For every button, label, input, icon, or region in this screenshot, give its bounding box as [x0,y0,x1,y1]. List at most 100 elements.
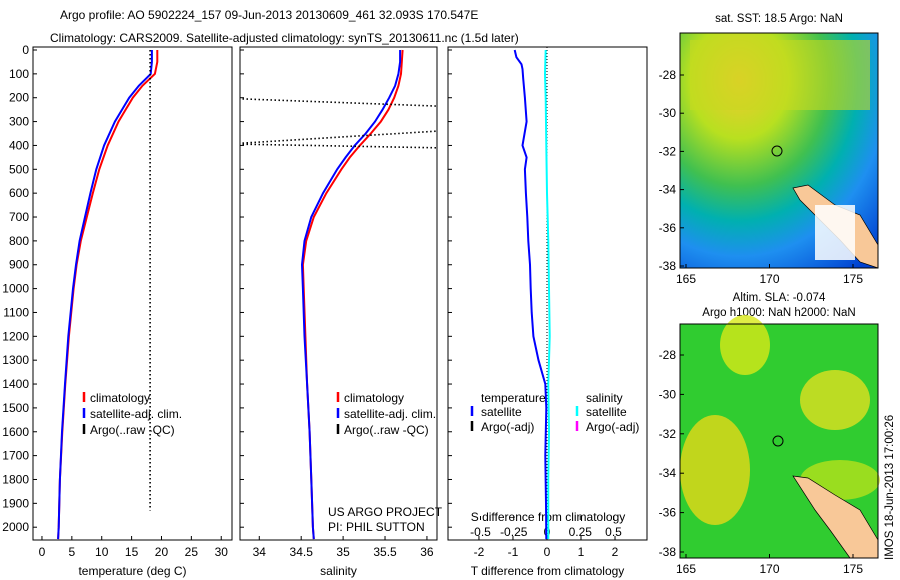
title-line-2: Climatology: CARS2009. Satellite-adjuste… [50,31,519,45]
s-tick-label: -0.5 [470,525,491,539]
y-tick-label: 300 [9,115,29,129]
legend-label: satellite [586,405,627,419]
annotation-text: US ARGO PROJECT [328,505,443,519]
y-tick-label: 500 [9,162,29,176]
x-tick-label: 1 [578,545,585,559]
y-tick-label: 200 [9,91,29,105]
y-tick-label: 100 [9,67,29,81]
x-tick-label: 0 [39,545,46,559]
legend-heading: temperature [481,391,546,405]
map-x-tick-label: 165 [676,562,696,576]
s-tick-label: -0.25 [500,525,528,539]
map-y-tick-label: -32 [659,427,677,441]
map-x-tick-label: 170 [759,562,779,576]
y-tick-label: 1800 [2,472,29,486]
x-tick-label: 25 [185,545,199,559]
map-x-tick-label: 170 [759,272,779,286]
map-y-tick-label: -32 [659,144,677,158]
legend-label: Argo(..raw -QC) [90,423,175,437]
difference-plot-area [447,46,648,541]
x-tick-label: 34.5 [290,545,314,559]
map-x-tick-label: 165 [676,272,696,286]
x-tick-label: -1 [508,545,519,559]
legend-label: climatology [90,391,150,405]
legend-label: satellite-adj. clim. [344,407,436,421]
y-tick-label: 900 [9,258,29,272]
series-argo-segment-2 [242,130,438,144]
series-satellite-adj-clim- [300,50,402,540]
series-argo-segment-1 [242,98,438,107]
x-tick-label: 2 [612,545,619,559]
x-tick-label: 35 [336,545,350,559]
map-frame [679,323,879,559]
x-tick-label: 34 [253,545,267,559]
sla-map-title-1: Altim. SLA: -0.074 [733,292,826,304]
y-tick-label: 600 [9,186,29,200]
x-tick-label: 20 [155,545,169,559]
panel-temperature: 0 5 10 15 20 25 30 temperature (deg C) 0 100 200 30… [2,43,233,578]
map-y-tick-label: -30 [659,106,677,120]
sla-high-1 [720,315,770,375]
x-tick-label: 35.5 [373,545,397,559]
map-y-tick-label: -38 [659,545,677,559]
map-frame [679,32,879,269]
y-tick-label: 800 [9,234,29,248]
y-tick-label: 1000 [2,282,29,296]
map-y-tick-label: -34 [659,466,677,480]
series-satellite-adj-clim- [57,50,153,540]
sst-missing-data [815,205,855,260]
map-y-tick-label: -34 [659,183,677,197]
x-tick-label: 15 [125,545,139,559]
sst-warm-band [690,40,870,110]
map-y-tick-label: -30 [659,387,677,401]
panel-salinity: 34 34.5 35 35.5 36 salinity climatology satelli… [239,46,443,578]
y-tick-label: 1700 [2,449,29,463]
series-argo-segment-3 [242,143,438,149]
sla-high-3 [680,415,750,525]
y-tick-label: 1600 [2,425,29,439]
sla-high-2 [800,370,870,430]
sla-map: Altim. SLA: -0.074 Argo h1000: NaN h2000… [659,292,880,576]
difference-xlabel: T difference from climatology [471,564,625,578]
legend-label: satellite [481,405,522,419]
legend-label: Argo(-adj) [586,420,639,434]
sst-map: sat. SST: 18.5 Argo: NaN 165 170 175 -28 -30… [659,13,879,286]
series-s-satellite [543,49,551,540]
map-y-tick-label: -28 [659,348,677,362]
s-tick-label: 0.25 [569,525,593,539]
y-tick-label: 1200 [2,329,29,343]
salinity-xlabel: salinity [320,564,357,578]
map-y-tick-label: -38 [659,259,677,273]
legend-label: Argo(-adj) [481,420,534,434]
x-tick-label: 5 [69,545,76,559]
legend-label: Argo(..raw -QC) [344,423,429,437]
y-tick-label: 1100 [3,305,29,319]
series-t-satellite [513,49,548,540]
argo-location-marker-2 [772,435,784,447]
sla-map-axes: 165 170 175 -28 -30 -32 -34 -36 -38 [659,323,879,576]
sst-map-title: sat. SST: 18.5 Argo: NaN [715,13,843,25]
x-tick-label: 30 [215,545,229,559]
y-tick-label: 700 [9,210,29,224]
sst-map-axes: 165 170 175 -28 -30 -32 -34 -36 -38 [659,32,879,286]
y-tick-label: 400 [9,138,29,152]
title-line-1: Argo profile: AO 5902224_157 09-Jun-2013… [60,8,478,22]
x-tick-label: 0 [544,545,551,559]
x-tick-label: 36 [420,545,434,559]
temperature-xlabel: temperature (deg C) [78,564,186,578]
watermark: IMOS 18-Jun-2013 17:00:26 [884,415,896,560]
temperature-plot-area [32,46,233,541]
argo-location-marker-1 [771,145,783,157]
x-tick-label: -2 [474,545,485,559]
annotation-text: PI: PHIL SUTTON [328,520,425,534]
y-tick-label: 1500 [2,401,29,415]
map-x-tick-label: 175 [843,562,863,576]
map-y-tick-label: -36 [659,221,677,235]
salinity-plot-area [239,46,438,541]
y-tick-label: 1900 [2,496,29,510]
y-tick-label: 0 [22,43,29,57]
y-tick-label: 2000 [2,520,29,534]
map-y-tick-label: -28 [659,68,677,82]
legend-label: climatology [344,391,404,405]
